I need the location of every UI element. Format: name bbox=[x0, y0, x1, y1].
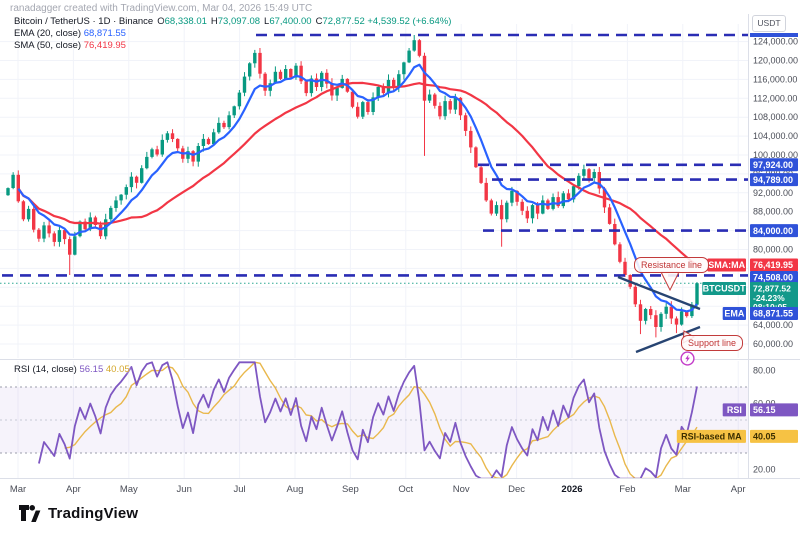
time-axis-label: May bbox=[120, 484, 138, 495]
svg-text:EMA: EMA bbox=[724, 309, 745, 319]
axis-tick-label: 112,000.00 bbox=[753, 93, 797, 103]
time-axis-label: Mar bbox=[10, 484, 26, 495]
high-label: H bbox=[210, 16, 218, 27]
svg-text:RSI-based MA: RSI-based MA bbox=[681, 432, 742, 442]
svg-text:84,000.00: 84,000.00 bbox=[753, 226, 793, 236]
svg-text:72,877.52: 72,877.52 bbox=[753, 284, 791, 294]
axis-badges: 97,924.00 94,789.00 84,000.00 76,419.95 SMA:… bbox=[676, 33, 798, 443]
price-axis[interactable] bbox=[748, 14, 800, 478]
svg-text:97,924.00: 97,924.00 bbox=[753, 160, 793, 170]
svg-text:-24.23%: -24.23% bbox=[753, 293, 785, 303]
axis-tick-label: 120,000.00 bbox=[753, 56, 798, 66]
time-axis-label: Jul bbox=[234, 484, 246, 495]
axis-tick-label: 104,000.00 bbox=[753, 131, 798, 141]
low-value: 67,400.00 bbox=[269, 16, 312, 27]
ma-lines bbox=[17, 63, 698, 313]
time-axis-label: Oct bbox=[398, 484, 413, 495]
svg-text:56.15: 56.15 bbox=[753, 405, 776, 415]
symbol-legend: Bitcoin / TetherUS · 1D · Binance O68,338… bbox=[14, 17, 451, 53]
rsi-line bbox=[38, 361, 698, 478]
axis-tick-label: 88,000.00 bbox=[753, 207, 793, 217]
resistance-line-callout[interactable]: Resistance line bbox=[634, 257, 710, 273]
ema-label: EMA (20, close) bbox=[14, 28, 82, 39]
sma-legend-row[interactable]: SMA (50, close) 76,419.95 bbox=[14, 41, 451, 51]
low-label: L bbox=[264, 16, 270, 27]
candlestick-series bbox=[6, 35, 699, 338]
change-value: +4,539.52 (+6.64%) bbox=[367, 16, 452, 27]
rsi-ma-value: 40.05 bbox=[105, 364, 130, 375]
svg-text:40.05: 40.05 bbox=[753, 432, 776, 442]
svg-text:76,419.95: 76,419.95 bbox=[753, 260, 793, 270]
symbol-title-row: Bitcoin / TetherUS · 1D · Binance O68,338… bbox=[14, 17, 451, 27]
open-label: O bbox=[157, 16, 165, 27]
axis-tick-label: 92,000.00 bbox=[753, 188, 793, 198]
currency-toggle-button[interactable]: USDT bbox=[752, 15, 786, 32]
pane-separators bbox=[0, 14, 800, 479]
axis-tick-label: 100,000.00 bbox=[753, 150, 798, 160]
time-axis-label: Aug bbox=[287, 484, 304, 495]
svg-text:68,871.55: 68,871.55 bbox=[753, 309, 793, 319]
time-axis-label: Dec bbox=[508, 484, 525, 495]
ema20-line bbox=[17, 63, 698, 313]
ema-legend-row[interactable]: EMA (20, close) 68,871.55 bbox=[14, 29, 451, 39]
watermark-text: ranadagger created with TradingView.com,… bbox=[10, 3, 313, 14]
drawings[interactable] bbox=[0, 33, 748, 354]
open-value: 68,338.01 bbox=[164, 16, 207, 27]
svg-text:RSI: RSI bbox=[727, 405, 742, 415]
rsi-pane bbox=[0, 361, 748, 478]
rsi-label: RSI (14, close) bbox=[14, 364, 77, 375]
svg-text:SMA:MA: SMA:MA bbox=[708, 260, 745, 270]
high-value: 73,097.08 bbox=[217, 16, 261, 27]
chart-canvas[interactable]: 124,000.00 120,000.00 116,000.00 112,000.00… bbox=[0, 0, 800, 500]
support-line-callout[interactable]: Support line bbox=[681, 335, 744, 351]
tradingview-logo-icon bbox=[19, 505, 41, 522]
time-axis-label: 2026 bbox=[561, 484, 582, 495]
tradingview-brand-text[interactable]: TradingView bbox=[48, 505, 139, 522]
support-trendline bbox=[635, 325, 701, 354]
rsi-value: 56.15 bbox=[79, 364, 104, 375]
close-label: C bbox=[315, 16, 323, 27]
axis-tick-label: 108,000.00 bbox=[753, 112, 798, 122]
axis-tick-label: 20.00 bbox=[753, 465, 776, 475]
tradingview-footer: TradingView bbox=[18, 504, 138, 523]
axis-tick-label: 80,000.00 bbox=[753, 245, 793, 255]
rsi-legend-row[interactable]: RSI (14, close) 56.15 40.05 bbox=[14, 364, 130, 375]
axis-tick-label: 80.00 bbox=[753, 366, 776, 376]
resistance-trendline bbox=[617, 275, 701, 311]
sma50-line bbox=[17, 81, 698, 266]
time-axis-label: Apr bbox=[731, 484, 746, 495]
time-axis-label: Mar bbox=[675, 484, 691, 495]
close-value: 72,877.52 bbox=[322, 16, 365, 27]
sma-value: 76,419.95 bbox=[83, 40, 126, 51]
axis-tick-label: 60,000.00 bbox=[753, 339, 793, 349]
svg-text:94,789.00: 94,789.00 bbox=[753, 175, 793, 185]
axis-tick-label: 124,000.00 bbox=[753, 37, 798, 47]
time-axis-label: Jun bbox=[177, 484, 192, 495]
svg-text:BTCUSDT: BTCUSDT bbox=[703, 284, 746, 294]
time-axis-label: Apr bbox=[66, 484, 81, 495]
time-axis[interactable] bbox=[0, 479, 748, 499]
boost-icon bbox=[680, 351, 695, 366]
symbol-title[interactable]: Bitcoin / TetherUS · 1D · Binance bbox=[14, 16, 154, 27]
ema-value: 68,871.55 bbox=[83, 28, 126, 39]
sma-label: SMA (50, close) bbox=[14, 40, 82, 51]
time-axis-label: Feb bbox=[619, 484, 635, 495]
axis-tick-label: 64,000.00 bbox=[753, 320, 793, 330]
axis-tick-label: 116,000.00 bbox=[753, 74, 797, 84]
time-axis-label: Sep bbox=[342, 484, 359, 495]
svg-text:74,508.00: 74,508.00 bbox=[753, 273, 793, 283]
time-axis-label: Nov bbox=[453, 484, 470, 495]
